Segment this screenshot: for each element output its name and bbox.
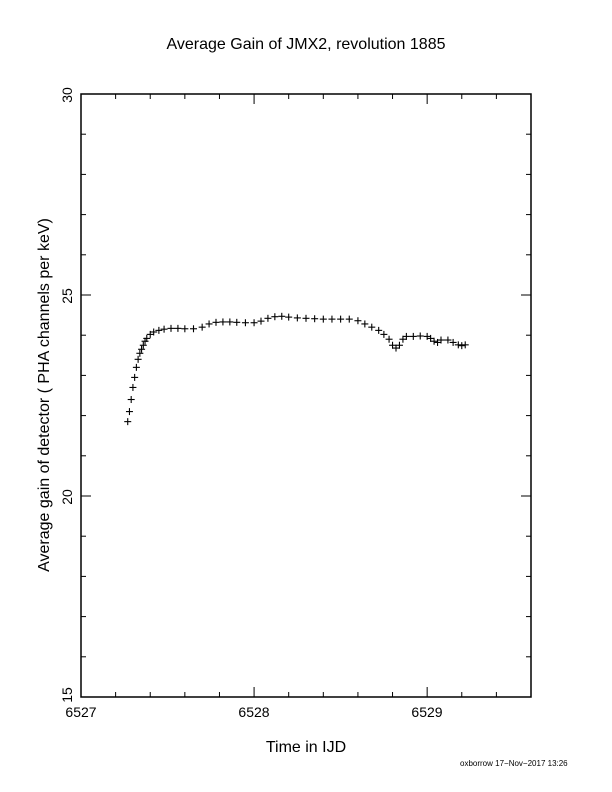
data-point	[449, 338, 457, 346]
data-point	[380, 330, 388, 338]
data-point	[368, 323, 376, 331]
data-point	[181, 325, 189, 333]
data-point	[375, 326, 383, 334]
data-point	[271, 313, 279, 321]
data-point	[319, 315, 327, 323]
data-point	[125, 408, 133, 416]
data-point	[160, 325, 168, 333]
data-point	[354, 317, 362, 325]
data-point	[167, 324, 175, 332]
data-point	[385, 335, 393, 343]
x-tick-label-6527: 6527	[65, 704, 97, 720]
y-tick-label-15: 15	[59, 687, 75, 703]
data-point	[143, 334, 151, 342]
y-tick-label-20: 20	[59, 489, 75, 505]
y-axis-label: Average gain of detector ( PHA channels …	[36, 218, 53, 572]
y-tick-label-30: 30	[59, 87, 75, 103]
data-point	[361, 320, 369, 328]
data-point	[337, 315, 345, 323]
data-point	[139, 341, 147, 349]
data-point	[278, 312, 286, 320]
data-point	[129, 383, 137, 391]
x-tick-label-6528: 6528	[238, 704, 270, 720]
data-point	[174, 324, 182, 332]
data-point	[205, 320, 213, 328]
data-point	[150, 328, 158, 336]
data-point	[131, 373, 139, 381]
data-point	[461, 341, 469, 349]
data-point	[264, 314, 272, 322]
data-point	[437, 336, 445, 344]
data-point	[241, 319, 249, 327]
data-point	[409, 332, 417, 340]
data-point	[285, 313, 293, 321]
data-point	[454, 341, 462, 349]
x-axis-label: Time in IJD	[265, 739, 347, 756]
data-point	[257, 317, 265, 325]
data-point	[212, 318, 220, 326]
data-point	[190, 325, 197, 333]
data-point	[250, 319, 258, 327]
data-point	[127, 396, 135, 404]
data-point	[138, 345, 146, 353]
chart-title: Average Gain of JMX2, revolution 1885	[166, 36, 446, 53]
data-point	[458, 342, 466, 350]
data-point	[134, 355, 142, 363]
data-point	[430, 337, 438, 345]
data-point	[155, 326, 163, 334]
data-point	[395, 341, 403, 349]
data-point	[402, 332, 410, 340]
footer-credit: oxborrow 17−Nov−2017 13:26	[460, 759, 568, 768]
y-tick-label-25: 25	[59, 288, 75, 304]
data-point	[416, 332, 424, 340]
data-point	[328, 315, 336, 323]
data-point	[198, 323, 206, 331]
data-point	[444, 336, 452, 344]
x-tick-label-6529: 6529	[411, 704, 443, 720]
tick-marks	[80, 93, 532, 698]
data-point	[311, 315, 319, 323]
data-point	[233, 318, 241, 326]
data-point	[226, 318, 234, 326]
data-point	[302, 314, 310, 322]
data-point	[345, 315, 353, 323]
data-point	[136, 349, 144, 357]
data-point	[219, 318, 227, 326]
data-point	[293, 314, 301, 322]
data-point	[132, 363, 140, 371]
plot-frame	[80, 93, 532, 698]
data-point	[124, 418, 132, 426]
data-points	[124, 312, 469, 426]
